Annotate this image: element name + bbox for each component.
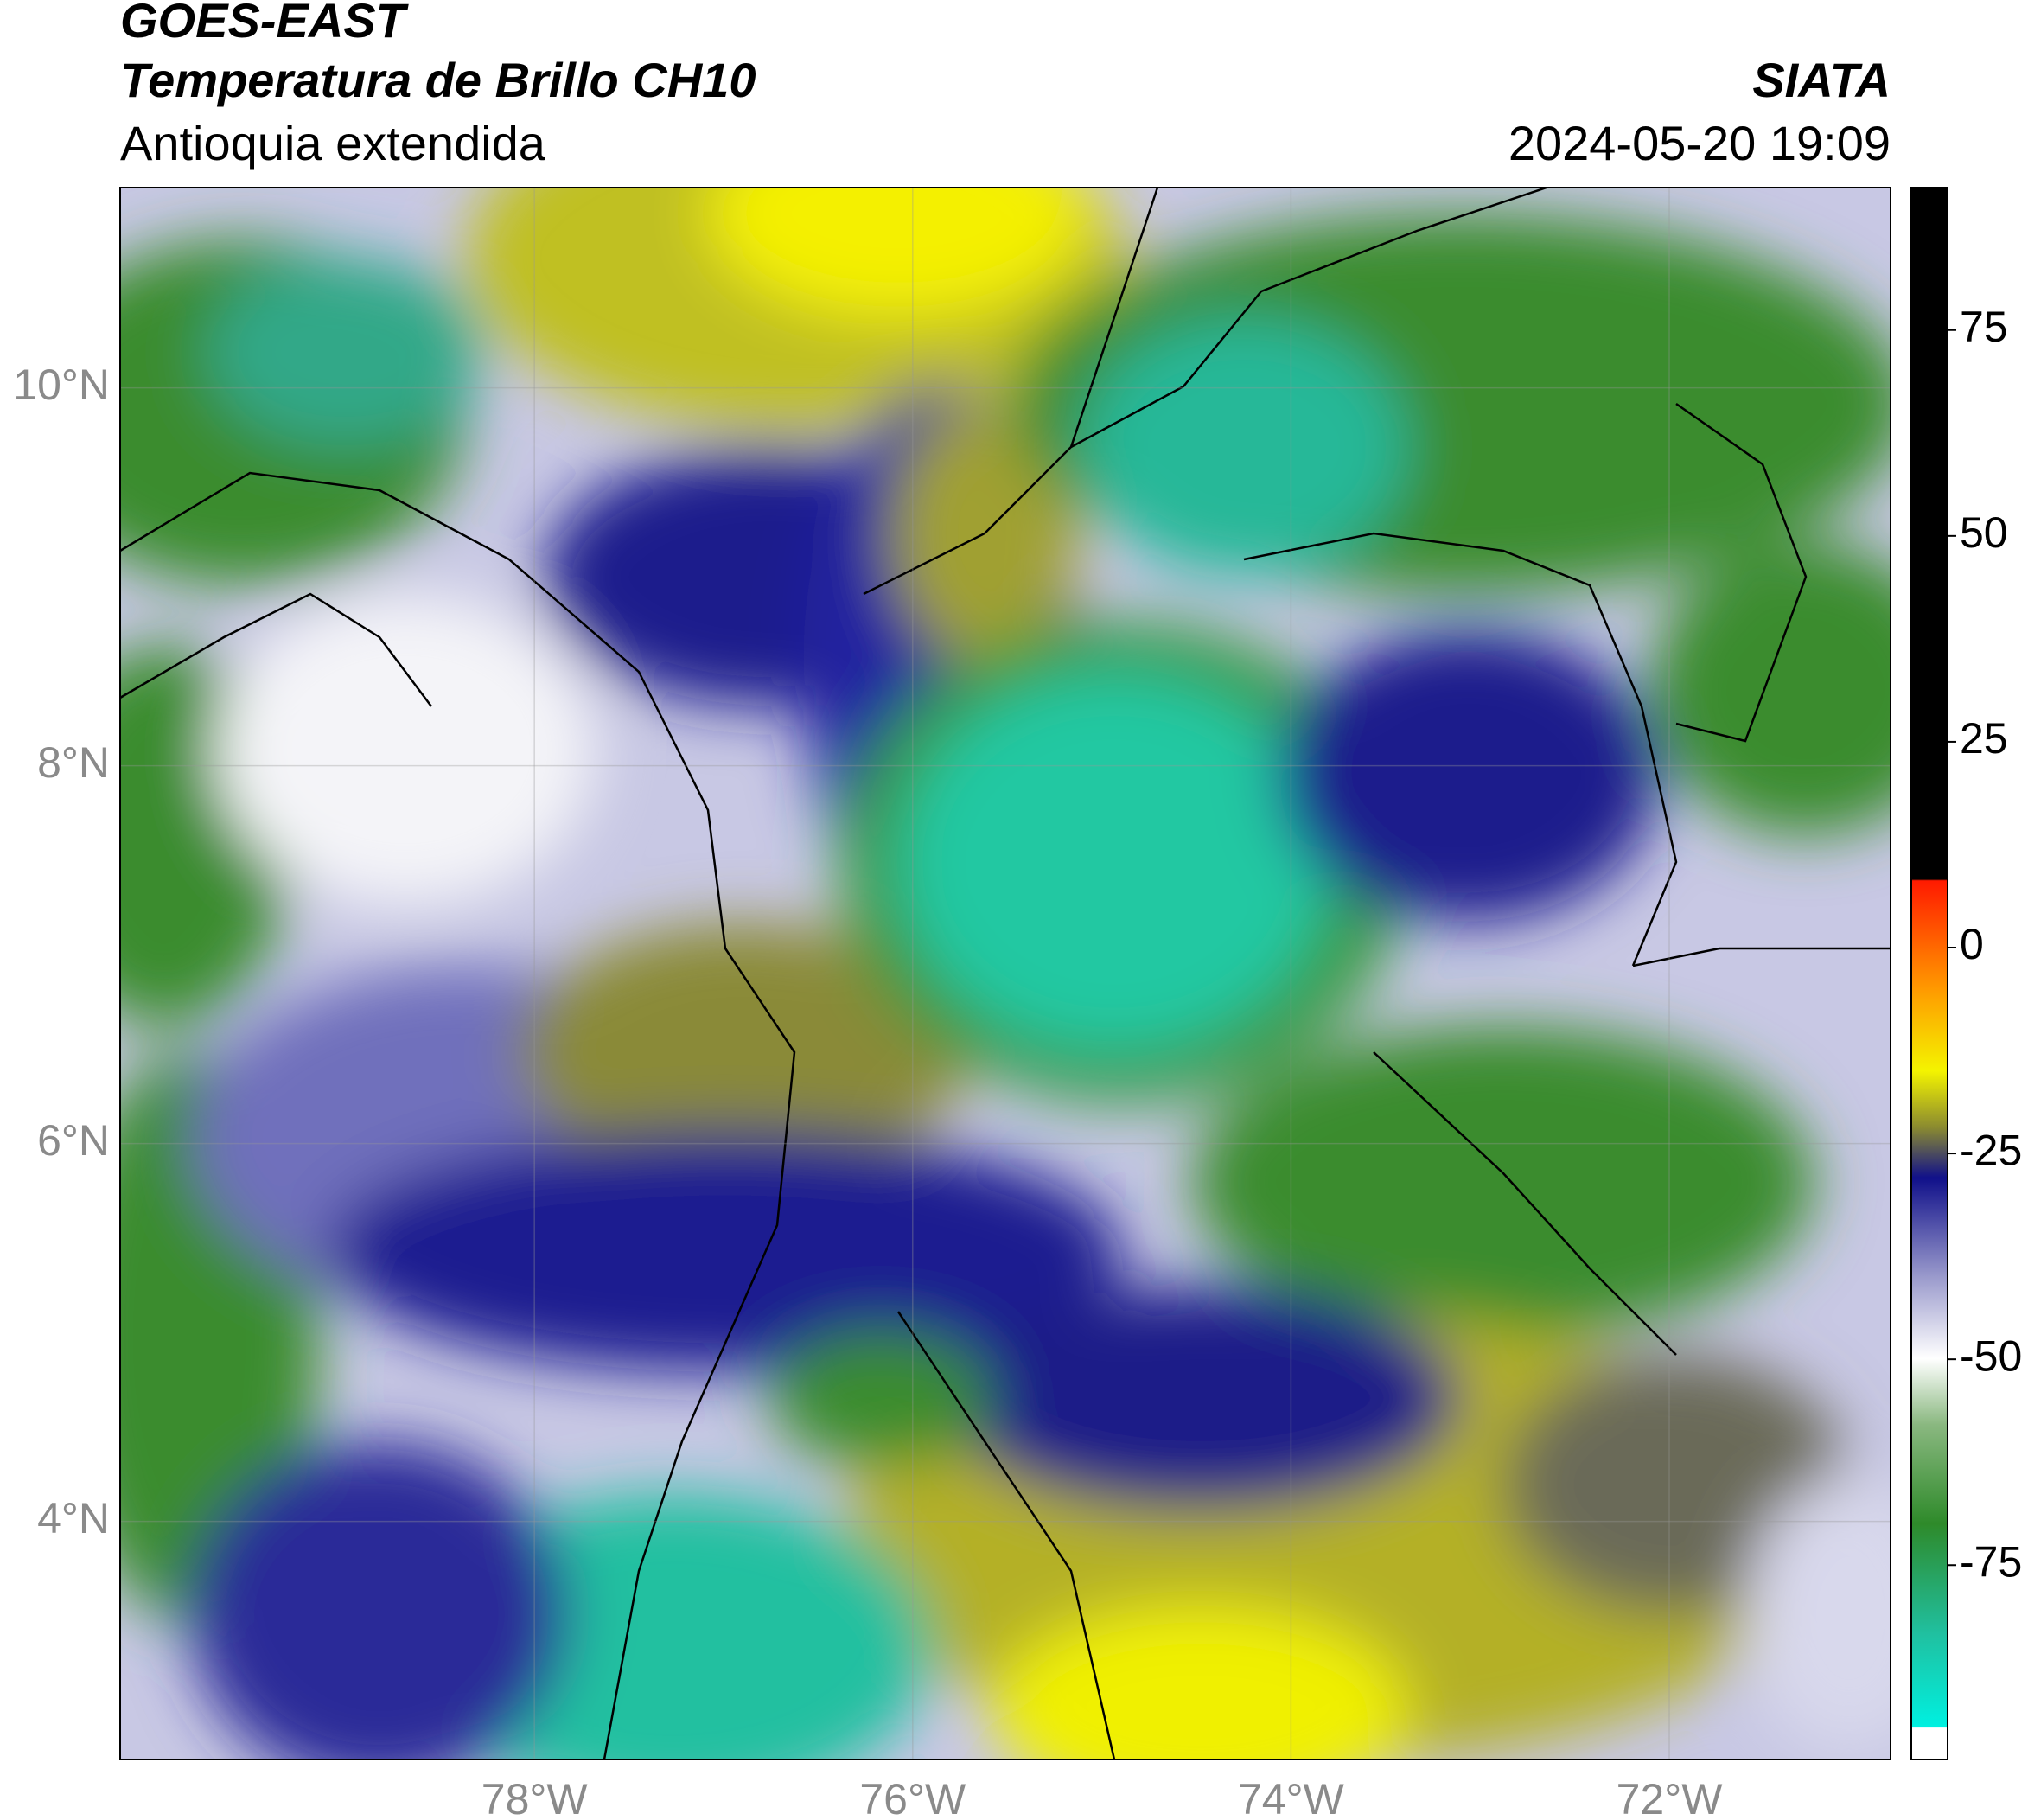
organization: SIATA (1752, 53, 1891, 107)
colorbar-tick-label: 25 (1960, 714, 2008, 763)
product-title: GOES-EAST (120, 0, 410, 48)
variable-title: Temperatura de Brillo CH10 (120, 53, 756, 107)
lat-tick-label: 10°N (13, 361, 110, 409)
lon-tick-label: 78°W (481, 1775, 589, 1816)
region-subtitle: Antioquia extendida (120, 116, 546, 170)
lat-tick-label: 6°N (37, 1116, 110, 1165)
colorbar: -75 -50 -25 0 25 50 75 (1910, 187, 2022, 1760)
lon-tick-label: 76°W (859, 1775, 966, 1816)
colorbar-tick-label: 50 (1960, 508, 2008, 557)
colorbar-scale (1910, 187, 1948, 1760)
map-frame (119, 187, 1891, 1760)
lat-tick-label: 8°N (37, 738, 110, 787)
satellite-image (120, 188, 1891, 1759)
colorbar-tick-label: -25 (1960, 1126, 2022, 1174)
lat-tick-label: 4°N (37, 1494, 110, 1542)
colorbar-tick-label: -75 (1960, 1537, 2022, 1586)
grid (120, 188, 1891, 1759)
colorbar-tick-label: 0 (1960, 920, 1984, 968)
colorbar-tick-label: -50 (1960, 1331, 2022, 1380)
lon-tick-label: 72°W (1617, 1775, 1724, 1816)
colorbar-tick-label: 75 (1960, 303, 2008, 351)
borders (120, 188, 1891, 1759)
datetime: 2024-05-20 19:09 (1508, 116, 1891, 170)
lon-tick-label: 74°W (1238, 1775, 1345, 1816)
map: 78°W 76°W 74°W 72°W 4°N 6°N 8°N 10°N (13, 187, 1891, 1820)
